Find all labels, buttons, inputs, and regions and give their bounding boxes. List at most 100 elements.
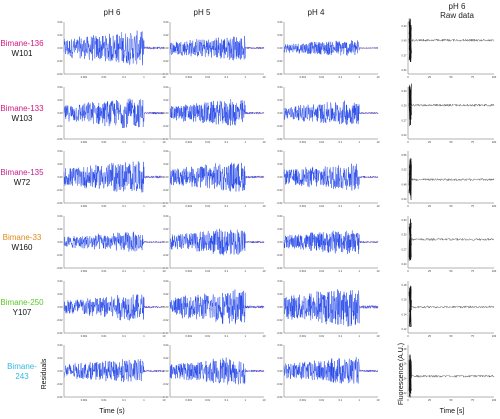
residual-panel: -0.04 -0.02 0.00 0.02 0.04 0.001 0.01 0.1 1 10 [57,149,166,208]
x-tick-label: 0.001 [186,75,193,79]
residual-panel: -0.04 -0.02 0.00 0.02 0.04 0.001 0.01 0.1 1 10 [57,214,166,273]
col-subtitle-raw: Raw data [440,11,474,20]
residual-trace [63,30,165,66]
residual-trace [169,357,265,385]
raw-panel: 0.43 0.40 0.37 0.340 25 50 75 100 [401,18,497,79]
y-tick-label: 0.24 [401,262,407,266]
residual-trace [283,100,379,125]
residual-trace [63,98,165,129]
residual-trace [283,40,379,56]
y-tick-label: -0.02 [277,253,283,257]
x-tick-label: 0 [407,398,409,402]
x-tick-label: 0.1 [122,140,126,144]
y-tick-label: 0.02 [163,227,169,231]
y-tick-label: 0.00 [57,175,63,179]
col-title-ph5: pH 5 [194,8,211,17]
y-tick-label: 0.00 [277,305,283,309]
residual-trace [283,289,379,327]
y-tick-label: 0.02 [57,227,63,231]
x-tick-label: 0.1 [122,75,126,79]
x-tick-label: 100 [492,75,497,79]
y-tick-label: 0.22 [401,391,407,395]
x-tick-label: 0.1 [122,269,126,273]
y-tick-label: -0.02 [57,253,63,257]
x-tick-label: 75 [471,140,474,144]
y-tick-label: 0.02 [277,292,283,296]
x-tick-label: 0.1 [339,334,343,338]
x-tick-label: 1 [358,334,360,338]
y-tick-label: 0.02 [57,292,63,296]
y-tick-label: 0.04 [57,85,63,89]
x-tick-label: 1 [244,398,246,402]
x-tick-label: 0.01 [319,204,325,208]
x-tick-label: 10 [263,140,266,144]
residual-trace [169,289,265,325]
x-tick-label: 10 [163,398,166,402]
y-tick-label: 0.02 [277,356,283,360]
y-tick-label: 0.04 [57,214,63,218]
x-tick-label: 10 [377,269,380,273]
y-tick-label: -0.04 [277,201,283,205]
raw-panel: 0.18 0.16 0.14 0.120 25 50 75 100 [401,281,497,338]
x-tick-label: 10 [163,334,166,338]
y-tick-label: 0.02 [163,33,169,37]
residual-trace [63,294,165,321]
y-tick-label: -0.02 [277,382,283,386]
x-tick-label: 10 [263,398,266,402]
x-tick-label: 0.01 [101,75,107,79]
y-tick-label: -0.02 [163,253,169,257]
x-tick-label: 50 [450,398,453,402]
x-tick-label: 10 [263,75,266,79]
y-tick-label: 0.44 [401,197,407,201]
residual-panel: -0.04 -0.02 0.00 0.02 0.04 0.001 0.01 0.1 1 10 [163,214,266,273]
residual-panel: -0.04 -0.02 0.00 0.02 0.04 0.001 0.01 0.1 1 10 [163,343,266,402]
y-tick-label: 0.00 [163,175,169,179]
y-tick-label: 0.00 [163,111,169,115]
x-tick-label: 0.1 [225,334,229,338]
raw-initial-spike [408,83,412,126]
x-tick-label: 0.01 [101,140,107,144]
residual-trace [63,231,165,252]
residual-panel: -0.04 -0.02 0.00 0.02 0.04 0.001 0.01 0.1 1 10 [163,149,266,208]
x-tick-label: 0.01 [319,398,325,402]
x-tick-label: 100 [492,204,497,208]
y-tick-label: 0.33 [401,89,407,93]
x-tick-label: 0.01 [319,269,325,273]
y-tick-label: 0.33 [401,218,407,222]
y-tick-label: 0.24 [401,133,407,137]
y-tick-label: 0.26 [401,362,407,366]
raw-initial-spike [408,158,412,201]
y-tick-label: -0.04 [277,331,283,335]
y-tick-label: 0.02 [163,356,169,360]
y-tick-label: 0.02 [163,98,169,102]
y-tick-label: -0.02 [163,188,169,192]
x-tick-label: 0.001 [186,398,193,402]
x-tick-label: 1 [358,398,360,402]
x-tick-label: 0.1 [339,398,343,402]
residual-trace [169,35,265,61]
row-residue-label: Y107 [13,308,32,317]
x-tick-label: 0.01 [205,334,211,338]
row-residue-label: W103 [12,114,33,123]
x-tick-label: 0.001 [300,204,307,208]
y-tick-label: -0.04 [277,266,283,270]
y-tick-label: 0.02 [277,227,283,231]
residual-panel: -0.04 -0.02 0.00 0.02 0.04 0.001 0.01 0.1 1 10 [57,279,166,338]
y-tick-label: 0.04 [57,279,63,283]
row-probe-label: Bimane- [7,362,37,371]
x-tick-label: 1 [143,334,145,338]
x-tick-label: 0.01 [319,140,325,144]
raw-trace [410,305,495,309]
x-tick-label: 10 [163,269,166,273]
x-tick-label: 50 [450,204,453,208]
x-tick-label: 1 [244,269,246,273]
x-tick-label: 25 [428,75,431,79]
row-residue-label: W101 [12,49,33,58]
y-tick-label: -0.04 [163,331,169,335]
x-tick-label: 0.1 [225,398,229,402]
y-tick-label: 0.02 [277,162,283,166]
y-tick-label: 0.00 [57,369,63,373]
x-tick-label: 0.1 [122,398,126,402]
x-tick-label: 0 [407,269,409,273]
